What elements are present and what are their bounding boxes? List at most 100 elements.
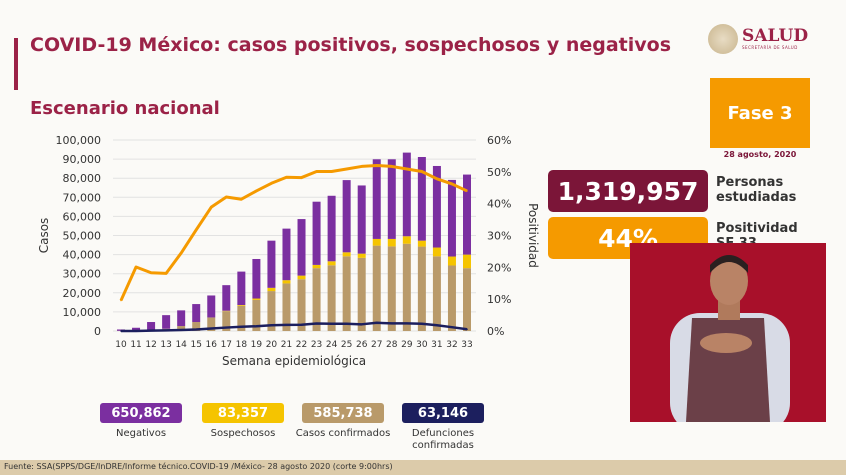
bar-negativos: [357, 185, 366, 254]
point-defunciones: [315, 322, 318, 325]
personas-estudiadas-label: Personas estudiadas: [716, 175, 797, 205]
y2-axis-title: Positividad: [526, 203, 540, 268]
x-tick-label: 11: [130, 340, 141, 350]
salud-logo: SALUD SECRETARÍA DE SALUD: [708, 24, 808, 54]
y2-tick-label: 40%: [487, 198, 511, 211]
x-tick-label: 24: [326, 340, 338, 350]
bar-confirmados: [432, 256, 441, 331]
national-seal-icon: [708, 24, 738, 54]
bar-negativos: [432, 165, 441, 248]
line-positividad: [119, 163, 468, 302]
bar-negativos: [267, 240, 276, 288]
x-tick-label: 18: [236, 340, 248, 350]
bar-confirmados: [327, 265, 336, 331]
point-positividad: [225, 196, 228, 198]
cases-chart: 0 10,000 20,000 30,000 40,000 50,000 60,000 70,…: [37, 134, 540, 368]
point-positividad: [375, 164, 378, 167]
x-tick-label: 30: [416, 340, 428, 350]
bar-negativos: [327, 195, 336, 262]
x-tick-label: 32: [446, 340, 457, 350]
point-defunciones: [180, 329, 182, 331]
bar-confirmados: [372, 245, 381, 331]
interpreter-figure: [670, 255, 790, 422]
y-tick-label: 20,000: [63, 287, 102, 300]
point-defunciones: [330, 322, 333, 325]
y-axis-title: Casos: [37, 218, 51, 254]
point-positividad: [135, 266, 137, 268]
stat-label: Sospechosos: [210, 428, 276, 439]
point-defunciones: [150, 329, 152, 332]
x-tick-label: 16: [206, 340, 218, 350]
title-accent-bar: [14, 38, 18, 90]
point-defunciones: [390, 322, 393, 325]
bar-confirmados: [387, 246, 396, 331]
y-tick-label: 40,000: [63, 249, 102, 262]
bar-sospechosos: [267, 287, 276, 292]
point-defunciones: [225, 326, 228, 329]
bar-negativos: [417, 156, 426, 241]
point-positividad: [390, 165, 393, 168]
bar-negativos: [147, 322, 156, 331]
x-tick-label: 28: [386, 340, 398, 350]
point-defunciones: [436, 324, 438, 327]
bar-sospechosos: [312, 264, 321, 269]
point-defunciones: [195, 328, 198, 331]
point-positividad: [345, 168, 348, 170]
point-defunciones: [135, 330, 137, 332]
y-tick-label: 90,000: [63, 153, 102, 166]
point-positividad: [466, 190, 468, 192]
bar-negativos: [132, 327, 141, 331]
x-tick-label: 10: [115, 340, 127, 350]
y-tick-label: 30,000: [63, 268, 102, 281]
point-positividad: [285, 176, 288, 179]
y2-tick-label: 0%: [487, 325, 504, 338]
bar-confirmados: [222, 311, 231, 331]
point-defunciones: [270, 324, 273, 327]
x-tick-label: 33: [461, 340, 472, 350]
x-tick-label: 31: [431, 340, 442, 350]
x-tick-label: 17: [221, 340, 232, 350]
point-defunciones: [300, 323, 303, 326]
bar-confirmados: [417, 246, 426, 331]
bar-negativos: [252, 258, 261, 299]
bar-negativos: [402, 152, 411, 237]
bar-negativos: [342, 180, 351, 253]
point-positividad: [436, 178, 438, 180]
bar-negativos: [222, 285, 231, 311]
y2-tick-label: 20%: [487, 261, 511, 274]
point-defunciones: [375, 321, 378, 324]
bar-sospechosos: [432, 247, 441, 257]
x-tick-label: 23: [311, 340, 322, 350]
bar-sospechosos: [237, 305, 246, 306]
x-tick-label: 19: [251, 340, 263, 350]
y-tick-label: 80,000: [63, 172, 102, 185]
y-tick-label: 70,000: [63, 191, 102, 204]
point-defunciones: [165, 329, 167, 332]
bar-sospechosos: [342, 252, 351, 257]
point-defunciones: [240, 325, 243, 328]
x-tick-label: 25: [341, 340, 352, 350]
x-tick-label: 29: [401, 340, 413, 350]
stat-value-negativos: 650,862: [100, 403, 182, 423]
bar-confirmados: [192, 322, 201, 331]
y-tick-label: 100,000: [56, 134, 102, 147]
point-defunciones: [345, 322, 348, 325]
stat-value-sospechosos: 83,357: [202, 403, 284, 423]
bar-sospechosos: [282, 280, 291, 284]
bar-negativos: [282, 228, 291, 281]
y-tick-label: 50,000: [63, 230, 102, 243]
point-positividad: [165, 272, 167, 275]
bar-confirmados: [463, 268, 471, 331]
x-axis-title: Semana epidemiológica: [222, 354, 366, 368]
logo-subtext: SECRETARÍA DE SALUD: [742, 45, 798, 50]
y2-tick-label: 30%: [487, 230, 511, 243]
sign-language-interpreter-video: [630, 243, 826, 422]
point-positividad: [255, 190, 258, 192]
bar-negativos: [162, 315, 171, 329]
x-tick-label: 15: [190, 340, 201, 350]
point-positividad: [406, 168, 408, 170]
bar-negativos: [463, 174, 471, 255]
point-positividad: [315, 170, 318, 173]
bar-negativos: [207, 295, 216, 318]
point-positividad: [451, 183, 453, 185]
